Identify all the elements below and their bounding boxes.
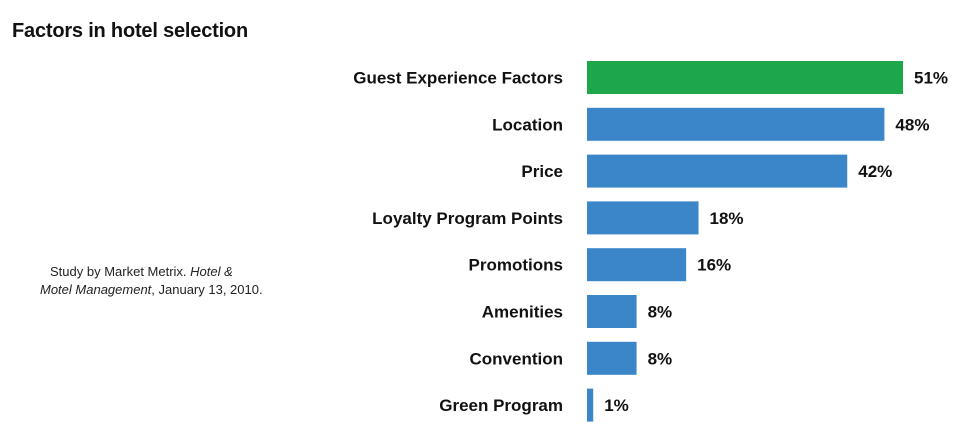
category-label: Green Program	[439, 396, 563, 415]
bar-amenities	[587, 295, 637, 328]
source-suffix: , January 13, 2010.	[151, 282, 263, 297]
category-label: Price	[521, 162, 563, 181]
category-label: Convention	[470, 349, 564, 368]
source-note: Study by Market Metrix. Hotel & Motel Ma…	[40, 263, 300, 299]
category-label: Amenities	[482, 303, 563, 322]
bar-price	[587, 154, 848, 188]
source-prefix: Study by Market Metrix.	[50, 264, 191, 279]
category-label: Promotions	[469, 256, 563, 275]
value-label: 8%	[648, 349, 673, 368]
value-label: 16%	[697, 256, 731, 275]
value-label: 18%	[710, 209, 744, 228]
value-label: 48%	[895, 115, 929, 134]
bar-convention	[587, 341, 637, 375]
source-line-1: Study by Market Metrix. Hotel &	[40, 263, 300, 281]
source-publication-part1: Hotel &	[190, 264, 233, 279]
category-label: Guest Experience Factors	[353, 69, 563, 88]
value-label: 51%	[914, 69, 948, 88]
bar-guest-experience-factors	[587, 61, 903, 94]
value-label: 8%	[648, 303, 673, 322]
value-label: 1%	[604, 396, 629, 415]
category-label: Loyalty Program Points	[372, 209, 563, 228]
bar-promotions	[587, 248, 687, 282]
category-label: Location	[492, 115, 563, 134]
bar-green-program	[587, 388, 594, 422]
bar-loyalty-program-points	[587, 201, 699, 235]
value-label: 42%	[858, 162, 892, 181]
source-publication-part2: Motel Management	[40, 282, 152, 297]
chart-title: Factors in hotel selection	[12, 20, 248, 42]
bar-location	[587, 107, 885, 141]
source-line-2: Motel Management, January 13, 2010.	[40, 281, 300, 299]
